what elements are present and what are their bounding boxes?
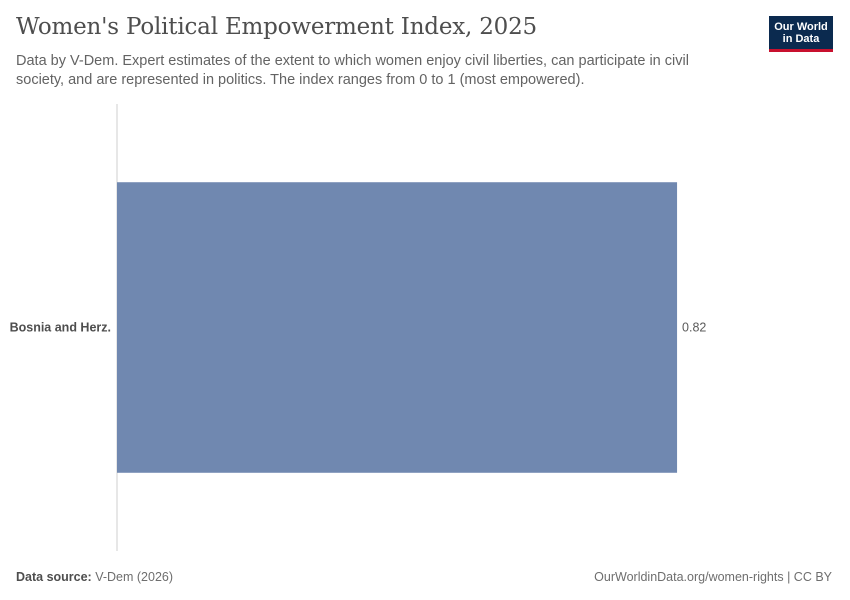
logo-line-1: Our World — [774, 21, 828, 33]
bars-layer: Bosnia and Herz. 0.82 — [10, 182, 706, 473]
footer-link[interactable]: OurWorldinData.org/women-rights | CC BY — [594, 570, 832, 584]
data-source-label: Data source: — [16, 570, 92, 584]
owid-logo[interactable]: Our World in Data — [769, 16, 833, 52]
footer-source: Data source: V-Dem (2026) — [16, 570, 173, 584]
value-label: 0.82 — [682, 321, 706, 335]
chart-title: Women's Political Empowerment Index, 202… — [16, 14, 537, 40]
chart-subtitle: Data by V-Dem. Expert estimates of the e… — [16, 53, 689, 88]
logo-line-2: in Data — [782, 33, 820, 45]
bar-bosnia-and-herz[interactable] — [117, 182, 678, 473]
category-label: Bosnia and Herz. — [10, 321, 111, 335]
data-source-value[interactable]: V-Dem (2026) — [95, 570, 174, 584]
